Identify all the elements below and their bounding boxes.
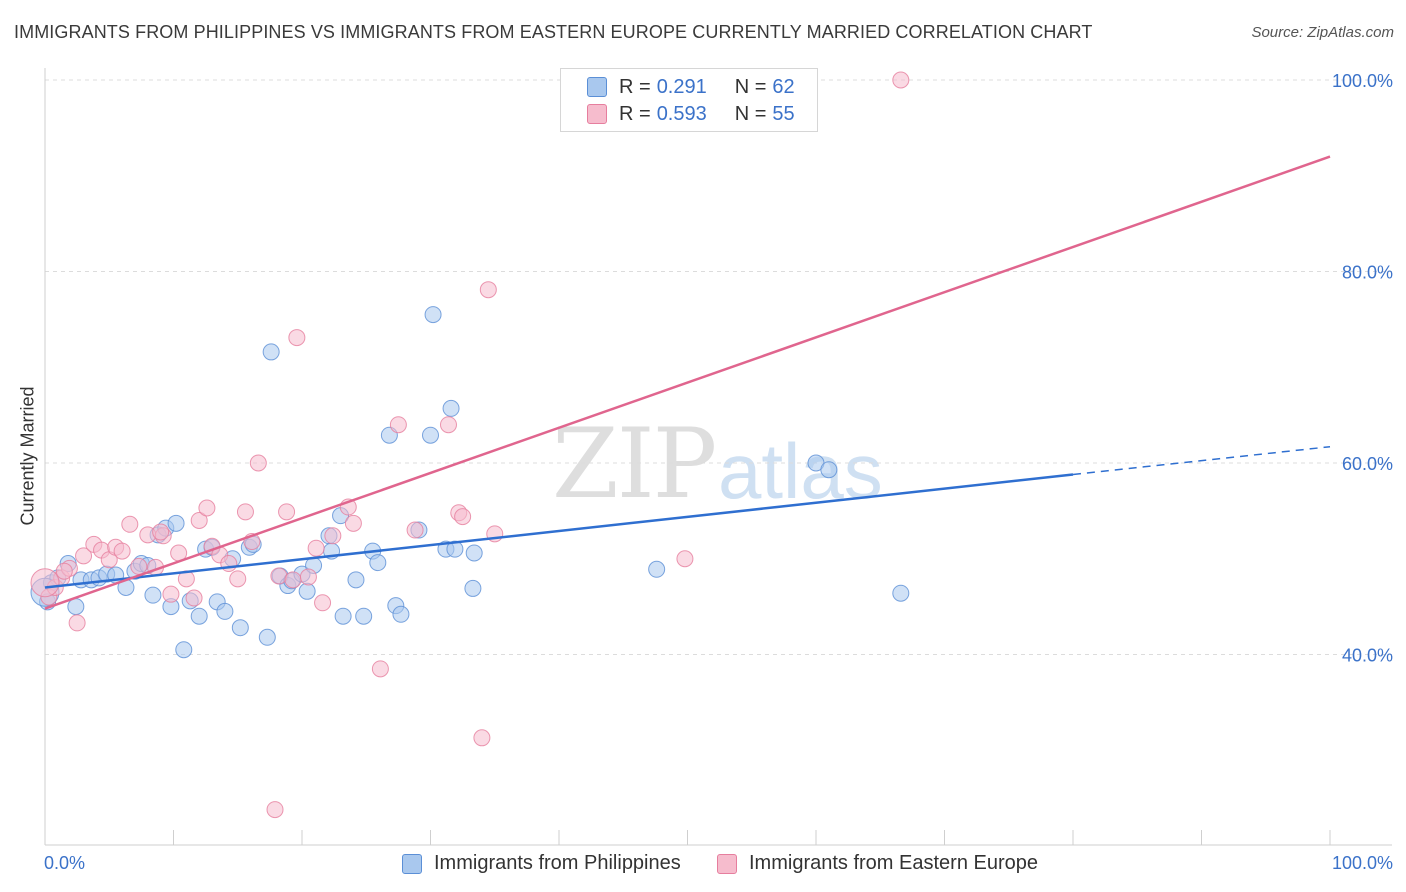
- eastern-europe-point: [75, 547, 93, 565]
- philippines-point: [216, 602, 234, 620]
- eastern-europe-point: [162, 585, 180, 603]
- eastern-europe-point: [30, 568, 60, 598]
- series-legend: Immigrants from Philippines Immigrants f…: [0, 852, 1406, 878]
- data-points: [30, 71, 910, 819]
- eastern-europe-point: [55, 562, 73, 580]
- eastern-europe-point: [371, 660, 389, 678]
- legend-row-philippines: R = 0.291 N = 62: [587, 75, 795, 99]
- eastern-europe-point: [454, 508, 472, 526]
- legend-row-eastern-europe: R = 0.593 N = 55: [587, 102, 795, 126]
- eastern-europe-point: [229, 570, 247, 588]
- r-value: 0.593: [656, 102, 707, 125]
- chart-title: IMMIGRANTS FROM PHILIPPINES VS IMMIGRANT…: [14, 22, 1093, 42]
- n-value: 55: [772, 102, 795, 125]
- eastern-europe-point: [324, 527, 342, 545]
- blue-swatch: [402, 853, 422, 874]
- eastern-europe-point: [299, 568, 317, 586]
- philippines-point: [167, 514, 185, 532]
- x-tick-label: 0.0%: [44, 853, 85, 873]
- n-label: N =: [734, 102, 767, 125]
- n-label: N =: [734, 75, 767, 98]
- philippines-point: [422, 426, 439, 444]
- eastern-europe-point: [121, 515, 139, 533]
- blue-swatch: [587, 77, 607, 97]
- eastern-europe-point: [190, 511, 208, 529]
- eastern-europe-point: [284, 571, 302, 589]
- pink-swatch: [587, 104, 607, 124]
- r-value: 0.291: [656, 75, 707, 98]
- eastern-europe-point: [473, 729, 491, 747]
- philippines-point: [67, 598, 85, 616]
- eastern-europe-point: [406, 521, 424, 539]
- philippines-point: [231, 619, 249, 637]
- eastern-europe-point: [152, 523, 170, 541]
- axes: [44, 68, 1392, 846]
- legend-item-eastern-europe[interactable]: Immigrants from Eastern Europe: [717, 852, 1038, 875]
- y-tick-label: 80.0%: [1342, 263, 1393, 283]
- philippines-point: [369, 554, 387, 572]
- grid-lines: [45, 79, 1392, 655]
- legend-item-philippines[interactable]: Immigrants from Philippines: [402, 852, 681, 875]
- philippines-point: [464, 579, 482, 597]
- legend-label: Immigrants from Eastern Europe: [749, 852, 1038, 874]
- eastern-europe-point: [288, 329, 306, 347]
- eastern-europe-point: [266, 801, 284, 819]
- eastern-europe-point: [198, 499, 216, 517]
- philippines-point: [334, 607, 352, 625]
- philippines-point: [258, 628, 276, 646]
- eastern-europe-point: [344, 514, 362, 532]
- trend-lines: [44, 155, 1331, 610]
- eastern-europe-point: [270, 567, 288, 585]
- eastern-europe-trend-line: [44, 155, 1331, 610]
- eastern-europe-point: [130, 557, 148, 575]
- pink-swatch: [717, 853, 737, 874]
- eastern-europe-point: [68, 614, 86, 632]
- eastern-europe-point: [249, 454, 267, 472]
- source-label: Source: ZipAtlas.com: [1251, 24, 1394, 41]
- eastern-europe-point: [439, 416, 457, 434]
- y-tick-label: 60.0%: [1342, 454, 1393, 474]
- philippines-trend-line: [44, 473, 1074, 589]
- eastern-europe-point: [314, 594, 332, 612]
- n-value: 62: [772, 75, 795, 98]
- philippines-point: [175, 641, 193, 659]
- philippines-point: [144, 586, 162, 604]
- y-tick-label: 100.0%: [1332, 71, 1393, 91]
- x-tick-label: 100.0%: [1332, 853, 1393, 873]
- philippines-point: [355, 607, 373, 625]
- legend-label: Immigrants from Philippines: [434, 852, 681, 874]
- philippines-point: [298, 582, 316, 600]
- philippines-point: [424, 306, 442, 324]
- watermark-atlas: atlas: [718, 427, 883, 515]
- watermark-zip: ZIP: [552, 408, 717, 520]
- philippines-point: [648, 560, 666, 578]
- philippines-trend-extension: [1072, 445, 1331, 476]
- tick-labels: 40.0% 60.0% 80.0% 100.0% 0.0% 100.0%: [44, 71, 1393, 873]
- philippines-point: [392, 605, 410, 623]
- eastern-europe-point: [307, 539, 325, 557]
- eastern-europe-point: [892, 71, 910, 89]
- philippines-point: [442, 399, 460, 417]
- philippines-point: [892, 584, 910, 602]
- y-axis-label: Currently Married: [17, 386, 38, 526]
- correlation-legend: R = 0.291 N = 62 R = 0.593 N = 55: [560, 68, 818, 132]
- philippines-point: [347, 571, 365, 589]
- r-label: R =: [619, 75, 651, 98]
- eastern-europe-point: [479, 281, 497, 299]
- eastern-europe-point: [236, 503, 254, 521]
- eastern-europe-point: [389, 416, 407, 434]
- eastern-europe-point: [113, 542, 131, 560]
- philippines-point: [820, 461, 838, 479]
- philippines-point: [190, 607, 208, 625]
- philippines-point: [262, 343, 280, 361]
- eastern-europe-point: [676, 550, 694, 568]
- r-label: R =: [619, 102, 651, 125]
- eastern-europe-point: [185, 589, 203, 607]
- philippines-point: [465, 544, 483, 562]
- y-tick-label: 40.0%: [1342, 646, 1393, 666]
- eastern-europe-point: [278, 503, 296, 521]
